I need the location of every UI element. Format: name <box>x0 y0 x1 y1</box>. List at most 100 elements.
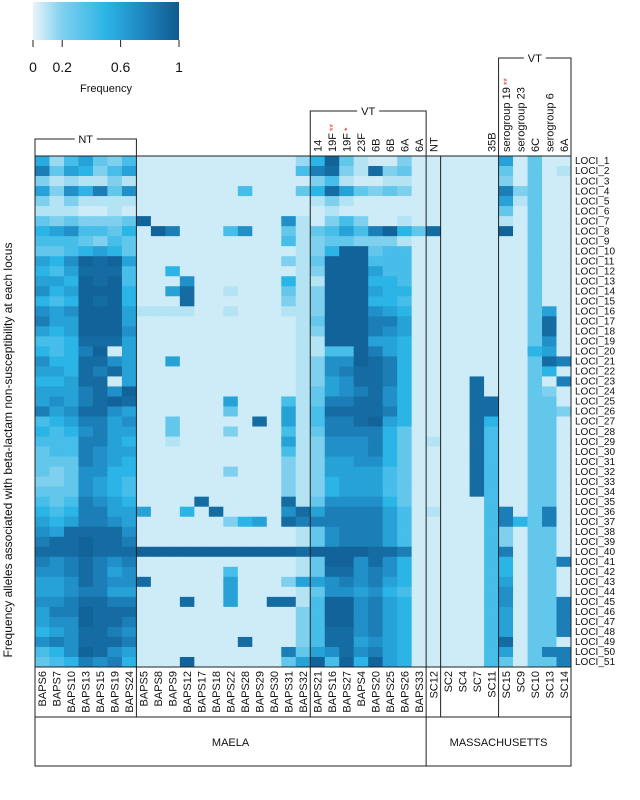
heatmap-cell <box>382 256 398 267</box>
heatmap-cell <box>469 186 485 197</box>
heatmap-cell <box>382 636 398 648</box>
heatmap-cell <box>484 596 499 608</box>
heatmap-cell <box>63 466 79 478</box>
heatmap-cell <box>382 576 398 588</box>
heatmap-cell <box>426 396 442 407</box>
heatmap-cell <box>165 366 181 377</box>
heatmap-cell <box>542 196 557 207</box>
heatmap-cell <box>179 226 195 237</box>
heatmap-cell <box>223 326 239 337</box>
heatmap-cell <box>411 516 427 528</box>
heatmap-cell <box>339 416 355 427</box>
heatmap-cell <box>484 246 499 257</box>
heatmap-cell <box>35 176 50 187</box>
heatmap-cell <box>78 486 94 498</box>
heatmap-cell <box>382 456 398 468</box>
heatmap-cell <box>266 316 282 327</box>
row-label: LOCI_17 <box>575 317 615 328</box>
heatmap-cell <box>455 286 470 297</box>
heatmap-cell <box>252 646 268 658</box>
heatmap-cell <box>411 286 427 297</box>
heatmap-cell <box>150 366 166 377</box>
heatmap-cell <box>165 616 181 628</box>
heatmap-cell <box>78 206 94 217</box>
heatmap-cell <box>368 236 384 247</box>
heatmap-cell <box>368 276 384 287</box>
heatmap-cell <box>339 276 355 287</box>
heatmap-cell <box>252 516 268 528</box>
row-label: LOCI_43 <box>575 577 615 588</box>
heatmap-cell <box>339 316 355 327</box>
heatmap-cell <box>527 496 543 508</box>
heatmap-cell <box>339 486 355 498</box>
heatmap-cell <box>266 196 282 207</box>
heatmap-cell <box>455 496 470 508</box>
heatmap-cell <box>63 426 79 437</box>
heatmap-cell <box>542 296 557 307</box>
heatmap-cell <box>179 516 195 528</box>
heatmap-cell <box>426 506 442 518</box>
serotype-label: serogroup 23 <box>515 87 527 152</box>
heatmap-cell <box>121 486 137 498</box>
heatmap-cell <box>498 246 514 257</box>
heatmap-cell <box>63 266 79 277</box>
heatmap-cell <box>281 586 297 598</box>
heatmap-cell <box>527 556 543 568</box>
heatmap-cell <box>469 606 485 618</box>
heatmap-cell <box>440 276 456 287</box>
heatmap-cell <box>513 576 528 588</box>
heatmap-cell <box>353 486 369 498</box>
heatmap-cell <box>223 226 239 237</box>
heatmap-cell <box>542 376 557 387</box>
heatmap-cell <box>382 586 398 598</box>
heatmap-cell <box>411 216 427 227</box>
heatmap-cell <box>426 496 442 508</box>
heatmap-cell <box>440 246 456 257</box>
heatmap-cell <box>527 586 543 598</box>
heatmap-cell <box>237 646 253 658</box>
heatmap-cell <box>237 426 253 437</box>
heatmap-cell <box>49 526 65 538</box>
heatmap-cell <box>237 256 253 267</box>
heatmap-cell <box>440 426 456 437</box>
heatmap-cell <box>513 176 528 187</box>
heatmap-cell <box>527 476 543 488</box>
heatmap-cell <box>78 496 94 508</box>
heatmap-cell <box>353 176 369 187</box>
heatmap-cell <box>150 186 166 197</box>
heatmap-cell <box>556 526 572 538</box>
heatmap-cell <box>208 526 224 538</box>
heatmap-cell <box>382 236 398 247</box>
heatmap-cell <box>527 346 543 357</box>
heatmap-cell <box>542 156 557 167</box>
heatmap-cell <box>63 406 79 417</box>
heatmap-cell <box>150 626 166 638</box>
heatmap-cell <box>179 496 195 508</box>
heatmap-cell <box>49 616 65 628</box>
heatmap-cell <box>310 506 326 518</box>
heatmap-cell <box>397 436 413 447</box>
heatmap-cell <box>484 316 499 327</box>
heatmap-cell <box>455 436 470 447</box>
heatmap-cell <box>266 166 282 177</box>
heatmap-cell <box>368 456 384 468</box>
heatmap-cell <box>411 206 427 217</box>
heatmap-cell <box>194 156 210 167</box>
heatmap-cell <box>121 646 137 658</box>
heatmap-cell <box>542 506 557 518</box>
heatmap-cell <box>353 656 369 668</box>
heatmap-cell <box>426 556 442 568</box>
heatmap-cell <box>556 256 572 267</box>
heatmap-cell <box>78 446 94 457</box>
heatmap-cell <box>440 406 456 417</box>
heatmap-cell <box>455 406 470 417</box>
heatmap-cell <box>136 166 152 177</box>
heatmap-cell <box>542 446 557 457</box>
heatmap-cell <box>310 636 326 648</box>
heatmap-cell <box>121 256 137 267</box>
heatmap-cell <box>339 546 355 558</box>
heatmap-cell <box>49 156 65 167</box>
heatmap-cell <box>542 496 557 508</box>
heatmap-cell <box>440 186 456 197</box>
heatmap-cell <box>455 516 470 528</box>
